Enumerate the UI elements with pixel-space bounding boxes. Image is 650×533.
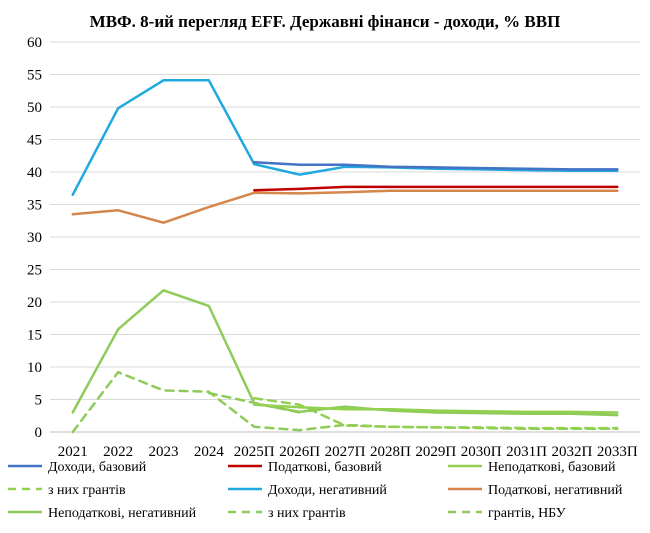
- legend-label: Неподаткові, базовий: [488, 460, 616, 475]
- x-tick-label: 2032П: [552, 444, 593, 460]
- x-tick-label: 2029П: [415, 444, 456, 460]
- axes: 0 5 10 15 20 25 30 35 40 45 50 55 60 2021 2022 2023 2024…: [27, 35, 640, 460]
- legend-label: з них грантів: [268, 506, 346, 521]
- y-tick-label: 50: [27, 100, 42, 116]
- y-tick-label: 55: [27, 68, 42, 84]
- y-tick-label: 35: [27, 198, 42, 214]
- y-tick-label: 30: [27, 230, 42, 246]
- series-line-8: [71, 370, 619, 434]
- series-line-7: [71, 289, 619, 417]
- y-tick-label: 45: [27, 133, 42, 149]
- legend-label: Податкові, базовий: [268, 460, 382, 475]
- x-tick-label: 2026П: [279, 444, 320, 460]
- series-lines: [71, 79, 619, 434]
- x-tick-label: 2025П: [234, 444, 275, 460]
- x-tick-label: 2023: [148, 444, 178, 460]
- legend-label: Доходи, негативний: [268, 483, 387, 498]
- x-tick-label: 2021: [58, 444, 88, 460]
- y-tick-label: 20: [27, 295, 42, 311]
- legend-label: грантів, НБУ: [488, 506, 566, 521]
- legend-label: Податкові, негативний: [488, 483, 623, 498]
- x-tick-label: 2024: [194, 444, 225, 460]
- y-tick-label: 5: [35, 393, 43, 409]
- series-line-5: [71, 79, 619, 197]
- x-tick-label: 2022: [103, 444, 133, 460]
- series-line-6: [71, 189, 619, 224]
- x-tick-label: 2031П: [506, 444, 547, 460]
- y-tick-label: 0: [35, 425, 43, 441]
- legend: Доходи, базовий Податкові, базовий Неподат…: [8, 460, 623, 521]
- y-tick-label: 15: [27, 328, 42, 344]
- series-line-3: [252, 403, 619, 414]
- series-line-4: [252, 396, 619, 430]
- y-tick-label: 25: [27, 263, 42, 279]
- y-tick-label: 10: [27, 360, 42, 376]
- x-tick-label: 2033П: [597, 444, 638, 460]
- chart-title: МВФ. 8-ий перегляд EFF. Державні фінанси…: [90, 12, 561, 31]
- legend-label: Доходи, базовий: [48, 460, 147, 475]
- x-tick-label: 2030П: [461, 444, 502, 460]
- series-line-2: [252, 185, 619, 192]
- gridlines: [50, 41, 640, 400]
- x-tick-label: 2028П: [370, 444, 411, 460]
- legend-label: Неподаткові, негативний: [48, 506, 197, 521]
- series-line-1: [252, 161, 619, 171]
- x-tick-label: 2027П: [325, 444, 366, 460]
- y-tick-label: 40: [27, 165, 42, 181]
- y-tick-label: 60: [27, 35, 42, 51]
- legend-label: з них грантів: [48, 483, 126, 498]
